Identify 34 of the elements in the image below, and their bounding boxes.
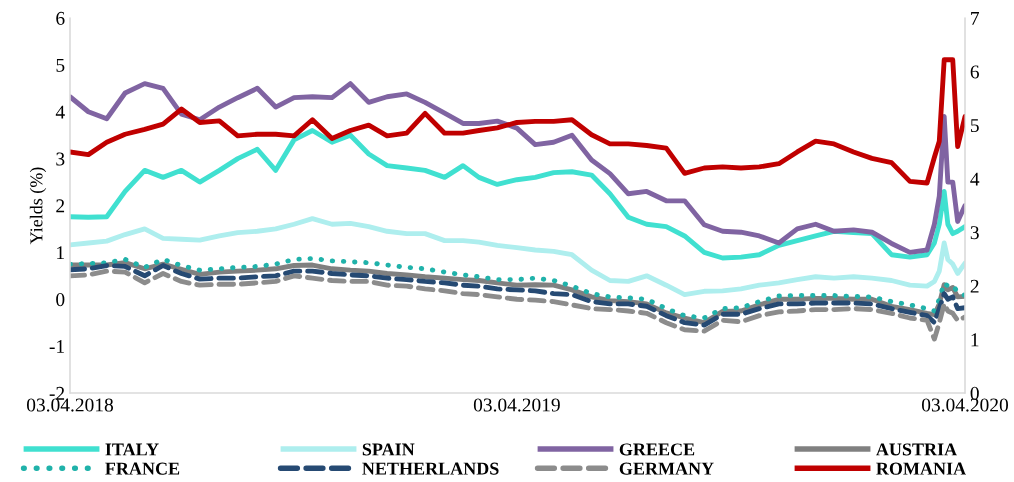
y-axis-title: Yields (%) [29, 167, 47, 245]
legend-label: SPAIN [362, 443, 415, 456]
y-tick-label: 4 [55, 105, 65, 119]
y-tick-label: 6 [56, 11, 65, 25]
legend-label: NETHERLANDS [362, 462, 499, 475]
y2-tick-label: 7 [971, 12, 980, 25]
y2-tick-label: 0 [970, 386, 979, 400]
y2-tick-label: 6 [970, 65, 979, 79]
y2-tick-label: 3 [970, 226, 979, 240]
x-tick-label: 03.04.2019 [473, 398, 560, 412]
line-series [70, 268, 965, 342]
y-tick-label: 5 [56, 58, 65, 72]
legend-label: GREECE [619, 443, 695, 456]
y2-tick-label: 2 [970, 279, 979, 293]
legend-label: ITALY [105, 443, 159, 456]
y2-tick-label: 1 [971, 333, 979, 347]
x-tick-label: 03.04.2018 [26, 398, 114, 412]
y-tick-label: 1 [57, 246, 64, 260]
legend-label: GERMANY [619, 462, 714, 475]
y-tick-label: 2 [56, 199, 65, 213]
line-series [70, 128, 965, 261]
line-series [70, 57, 965, 186]
y-tick-label: -1 [49, 340, 64, 353]
legend-label: ROMANIA [876, 462, 966, 475]
y2-tick-label: 4 [970, 172, 980, 186]
y-tick-label: 3 [56, 152, 65, 166]
y2-tick-label: 5 [970, 119, 979, 133]
y-tick-label: 0 [56, 293, 65, 307]
legend-label: AUSTRIA [876, 443, 957, 456]
line-series [70, 216, 965, 297]
y-tick-label: -2 [49, 386, 65, 400]
x-tick-label: 03.04.2020 [921, 398, 1009, 412]
line-series [70, 81, 965, 255]
legend-label: FRANCE [105, 462, 180, 475]
